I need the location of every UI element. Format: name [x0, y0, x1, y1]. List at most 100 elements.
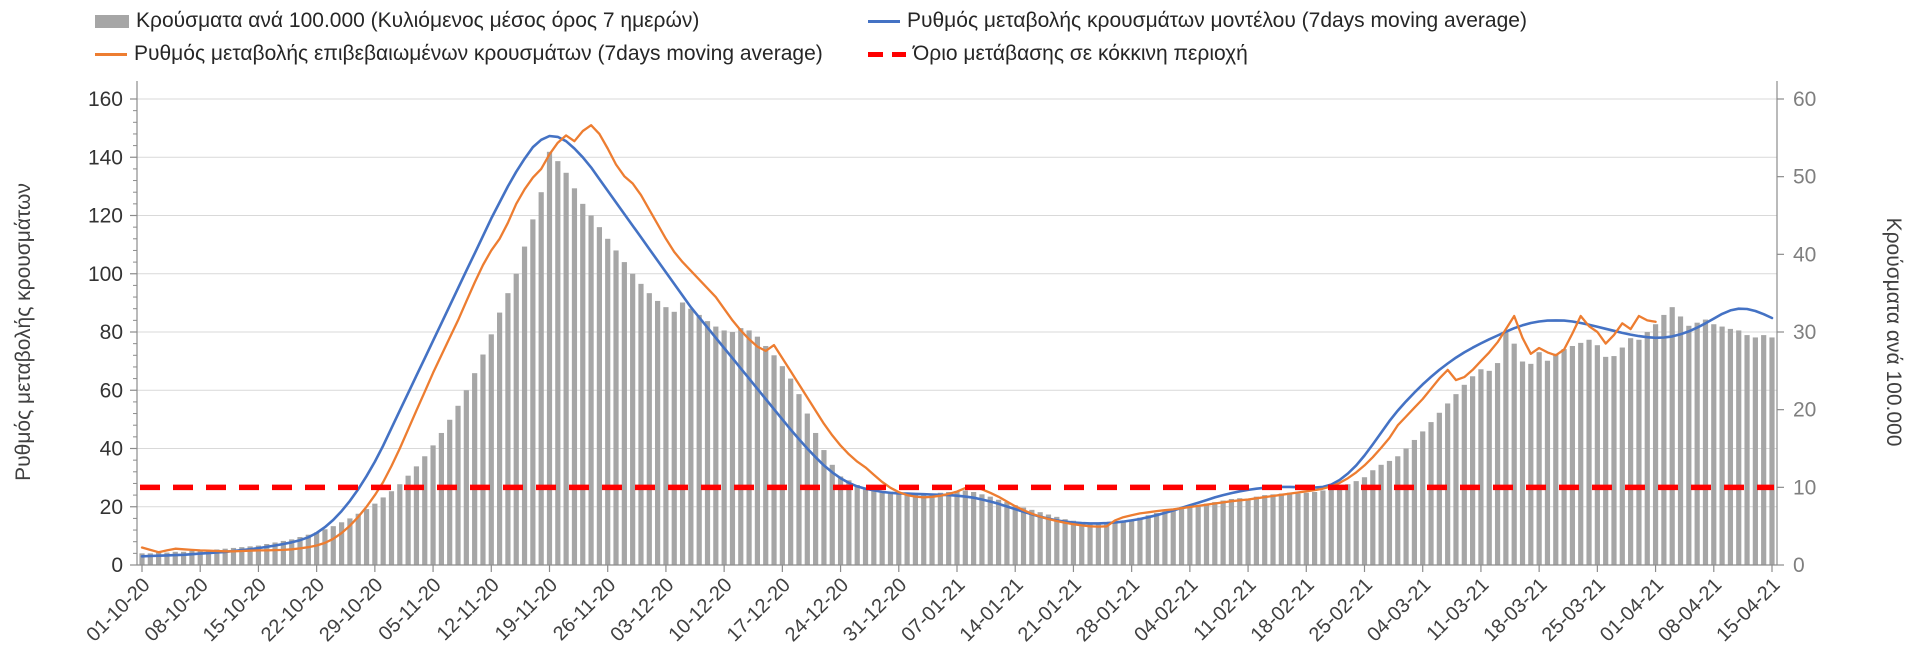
bar: [962, 490, 968, 565]
bar: [1395, 456, 1401, 565]
bar: [372, 503, 378, 565]
x-axis-tick-label: 04-02-21: [1130, 574, 1202, 646]
bar: [1295, 493, 1301, 565]
bar: [1245, 498, 1251, 565]
bar: [912, 494, 919, 565]
bar: [497, 312, 503, 565]
legend-item-confirmed-rate: Ρυθμός μεταβολής επιβεβαιωμένων κρουσμάτ…: [95, 42, 823, 66]
bar: [837, 476, 844, 565]
left-axis-tick-label: 80: [100, 321, 123, 344]
bar: [1403, 448, 1409, 565]
bar: [397, 484, 403, 565]
bar: [530, 219, 536, 565]
bar: [314, 532, 320, 565]
bar: [363, 509, 370, 565]
right-axis-tick-label: 60: [1793, 88, 1816, 111]
left-axis-tick-label: 120: [88, 205, 123, 228]
x-axis-tick-label: 10-12-20: [665, 574, 737, 646]
bar: [338, 522, 345, 565]
bar: [505, 293, 511, 565]
bar: [1228, 498, 1235, 565]
bar: [488, 334, 494, 565]
bar: [1494, 363, 1501, 565]
bar: [239, 547, 245, 565]
bar: [621, 262, 627, 565]
legend-item-cases-bar: Κρούσματα ανά 100.000 (Κυλιόμενος μέσος …: [95, 9, 699, 33]
bar: [164, 552, 170, 565]
bar: [347, 518, 353, 565]
bar: [1669, 307, 1675, 565]
bar: [1603, 356, 1609, 565]
bar: [1137, 517, 1143, 565]
bar: [1170, 509, 1176, 565]
bar: [1029, 509, 1035, 565]
bar: [1262, 495, 1268, 565]
bar: [264, 544, 270, 565]
bar: [763, 345, 769, 565]
x-axis-tick-label: 22-10-20: [257, 574, 329, 646]
bar: [1287, 492, 1293, 565]
bar: [1004, 502, 1010, 565]
bar: [1744, 335, 1750, 565]
bar: [1129, 519, 1135, 565]
right-axis-tick-label: 30: [1793, 321, 1816, 344]
bar: [255, 545, 262, 565]
bar: [1062, 519, 1068, 565]
bar: [1045, 514, 1052, 565]
bar: [555, 161, 561, 565]
bar: [1303, 492, 1309, 565]
bar: [779, 366, 785, 565]
bar: [1478, 369, 1484, 565]
bar: [214, 549, 220, 565]
bar: [713, 326, 719, 565]
bar: [1012, 505, 1018, 565]
model-rate-line: [140, 134, 1774, 558]
bar: [513, 273, 519, 565]
bar: [1445, 403, 1451, 565]
bar: [596, 227, 602, 565]
x-axis-tick-label: 15-04-21: [1712, 574, 1784, 646]
bar: [1220, 500, 1226, 565]
x-axis-tick-label: 04-03-21: [1363, 574, 1435, 646]
bar: [380, 497, 386, 565]
x-axis-tick-label: 17-12-20: [723, 574, 795, 646]
bar: [330, 526, 336, 565]
bar: [472, 373, 478, 565]
bar: [995, 499, 1002, 565]
left-axis-tick-label: 20: [100, 496, 123, 519]
bar: [788, 378, 794, 565]
bar: [1312, 491, 1318, 565]
x-axis-tick-label: 05-11-20: [374, 574, 445, 645]
legend-label: Όριο μετάβασης σε κόκκινη περιοχή: [913, 42, 1248, 65]
left-axis-tick-label: 40: [100, 438, 123, 461]
bar: [1736, 330, 1742, 565]
bar: [729, 332, 736, 565]
bar: [1694, 322, 1700, 565]
bar: [1153, 512, 1160, 565]
bar: [1586, 339, 1592, 565]
bar: [655, 300, 661, 565]
bar: [1411, 439, 1417, 565]
x-axis-tick-label: 03-12-20: [606, 574, 678, 646]
bar: [1420, 431, 1426, 565]
bar: [946, 491, 952, 565]
bar: [1503, 332, 1509, 565]
left-axis-tick-label: 60: [100, 379, 123, 402]
bar: [1461, 384, 1467, 565]
bar: [887, 491, 894, 565]
bar: [663, 307, 669, 565]
bar: [696, 314, 702, 565]
bar: [1112, 523, 1118, 565]
bar: [1095, 523, 1101, 565]
bar: [1702, 319, 1709, 565]
bar: [871, 489, 877, 565]
bar: [896, 492, 902, 565]
bar: [463, 390, 469, 565]
bar: [1195, 505, 1201, 565]
x-axis-tick-label: 18-02-21: [1247, 574, 1319, 646]
bar: [721, 330, 727, 565]
bar: [189, 551, 195, 565]
bar: [1470, 376, 1476, 565]
